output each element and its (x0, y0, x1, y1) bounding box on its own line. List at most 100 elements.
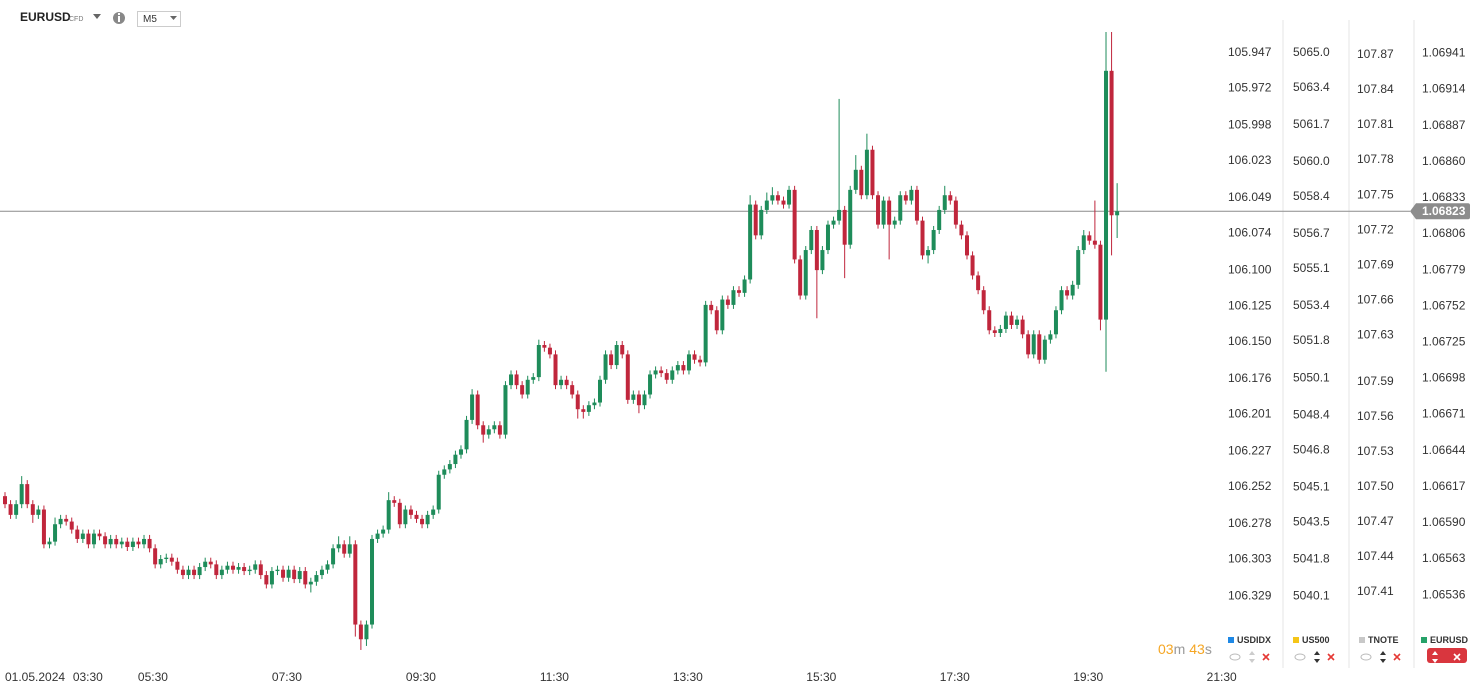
candle-body (753, 204, 758, 236)
remove-icon[interactable] (1393, 653, 1401, 661)
y-tick-label: 106.150 (1228, 334, 1272, 348)
y-tick-label: 1.06941 (1422, 46, 1466, 60)
candle-body (1053, 310, 1058, 335)
candle-body (1104, 70, 1109, 320)
eye-icon[interactable] (1229, 653, 1241, 661)
candle-body (809, 229, 814, 251)
legend-label: EURUSD (1430, 635, 1469, 645)
legend-controls[interactable] (1229, 651, 1270, 663)
candle-body (859, 169, 864, 196)
candle-body (153, 548, 158, 565)
candle-body (180, 569, 185, 576)
remove-icon[interactable] (1453, 653, 1461, 661)
order-icon[interactable] (1249, 651, 1255, 663)
candle-body (887, 200, 892, 225)
candle-body (375, 533, 380, 539)
y-tick-label: 1.06698 (1422, 371, 1466, 385)
candle-body (420, 518, 425, 525)
candle-body (219, 569, 224, 576)
candle-body (247, 569, 252, 572)
candle-body (636, 394, 641, 406)
x-tick-label: 21:30 (1207, 670, 1237, 684)
y-tick-label: 107.53 (1357, 444, 1394, 458)
candle-body (1070, 284, 1075, 296)
candle-body (959, 224, 964, 236)
candle-body (825, 224, 830, 251)
eye-icon[interactable] (1360, 653, 1372, 661)
order-icon[interactable] (1314, 651, 1320, 663)
y-tick-label: 1.06806 (1422, 226, 1466, 240)
candle-body (86, 533, 91, 545)
candle-body (698, 359, 703, 363)
x-tick-label: 11:30 (540, 670, 569, 684)
countdown-seconds: 43 (1189, 641, 1205, 657)
candle-body (297, 571, 302, 580)
candle-body (775, 195, 780, 201)
candle-body (1081, 235, 1086, 251)
candle-body (592, 402, 597, 406)
candle-body (164, 557, 169, 560)
y-tick-label: 107.66 (1357, 292, 1394, 306)
candle-body (386, 500, 391, 530)
order-icon[interactable] (1432, 651, 1438, 663)
candle-body (742, 279, 747, 293)
y-tick-label: 1.06617 (1422, 479, 1466, 493)
candle-body (53, 524, 58, 542)
candle-body (69, 521, 74, 530)
candle-body (431, 509, 436, 515)
legend-label: USDIDX (1237, 635, 1271, 645)
candle-body (1048, 334, 1053, 340)
x-tick-label: 07:30 (272, 670, 302, 684)
candle-body (336, 544, 341, 549)
candle-body (453, 454, 458, 465)
legend-controls[interactable] (1427, 648, 1467, 663)
timeframe-select[interactable] (137, 11, 181, 27)
x-tick-label: 13:30 (673, 670, 703, 684)
eye-icon[interactable] (1294, 653, 1306, 661)
candle-body (264, 575, 269, 585)
y-tick-label: 106.100 (1228, 263, 1272, 277)
candle-body (353, 544, 358, 625)
candle-body (631, 394, 636, 400)
candle-body (664, 373, 669, 380)
candle-body (1092, 240, 1097, 245)
y-tick-label: 5053.4 (1293, 298, 1330, 312)
candle-body (19, 484, 24, 505)
candle-body (987, 310, 992, 331)
candle-body (41, 509, 46, 545)
candle-body (609, 354, 614, 366)
candle-body (798, 259, 803, 296)
remove-icon[interactable] (1262, 653, 1270, 661)
y-tick-label: 107.84 (1357, 82, 1394, 96)
candle-body (586, 405, 591, 412)
legend-controls[interactable] (1360, 651, 1401, 663)
candle-body (1031, 334, 1036, 355)
candle-body (464, 419, 469, 450)
symbol[interactable]: EURUSD (20, 10, 71, 24)
legend-controls[interactable] (1294, 651, 1335, 663)
y-tick-label: 5063.4 (1293, 80, 1330, 94)
candle-body (642, 394, 647, 406)
symbol-dropdown[interactable] (93, 14, 101, 19)
candle-body (575, 394, 580, 410)
candle-body (314, 575, 319, 582)
candle-body (281, 569, 286, 578)
y-tick-label: 1.06671 (1422, 407, 1466, 421)
candle-body (748, 204, 753, 280)
x-tick-label: 17:30 (940, 670, 970, 684)
order-icon[interactable] (1380, 651, 1386, 663)
remove-icon[interactable] (1327, 653, 1335, 661)
y-tick-label: 1.06725 (1422, 335, 1466, 349)
candle-body (509, 374, 514, 386)
candle-body (620, 345, 625, 355)
candle-body (864, 149, 869, 196)
candle-body (953, 200, 958, 225)
y-tick-label: 106.023 (1228, 153, 1272, 167)
y-tick-label: 1.06752 (1422, 298, 1466, 312)
candle-body (992, 330, 997, 333)
y-tick-label: 5058.4 (1293, 189, 1330, 203)
legend-label: US500 (1302, 635, 1330, 645)
candle-body (531, 377, 536, 380)
y-tick-label: 1.06779 (1422, 262, 1466, 276)
